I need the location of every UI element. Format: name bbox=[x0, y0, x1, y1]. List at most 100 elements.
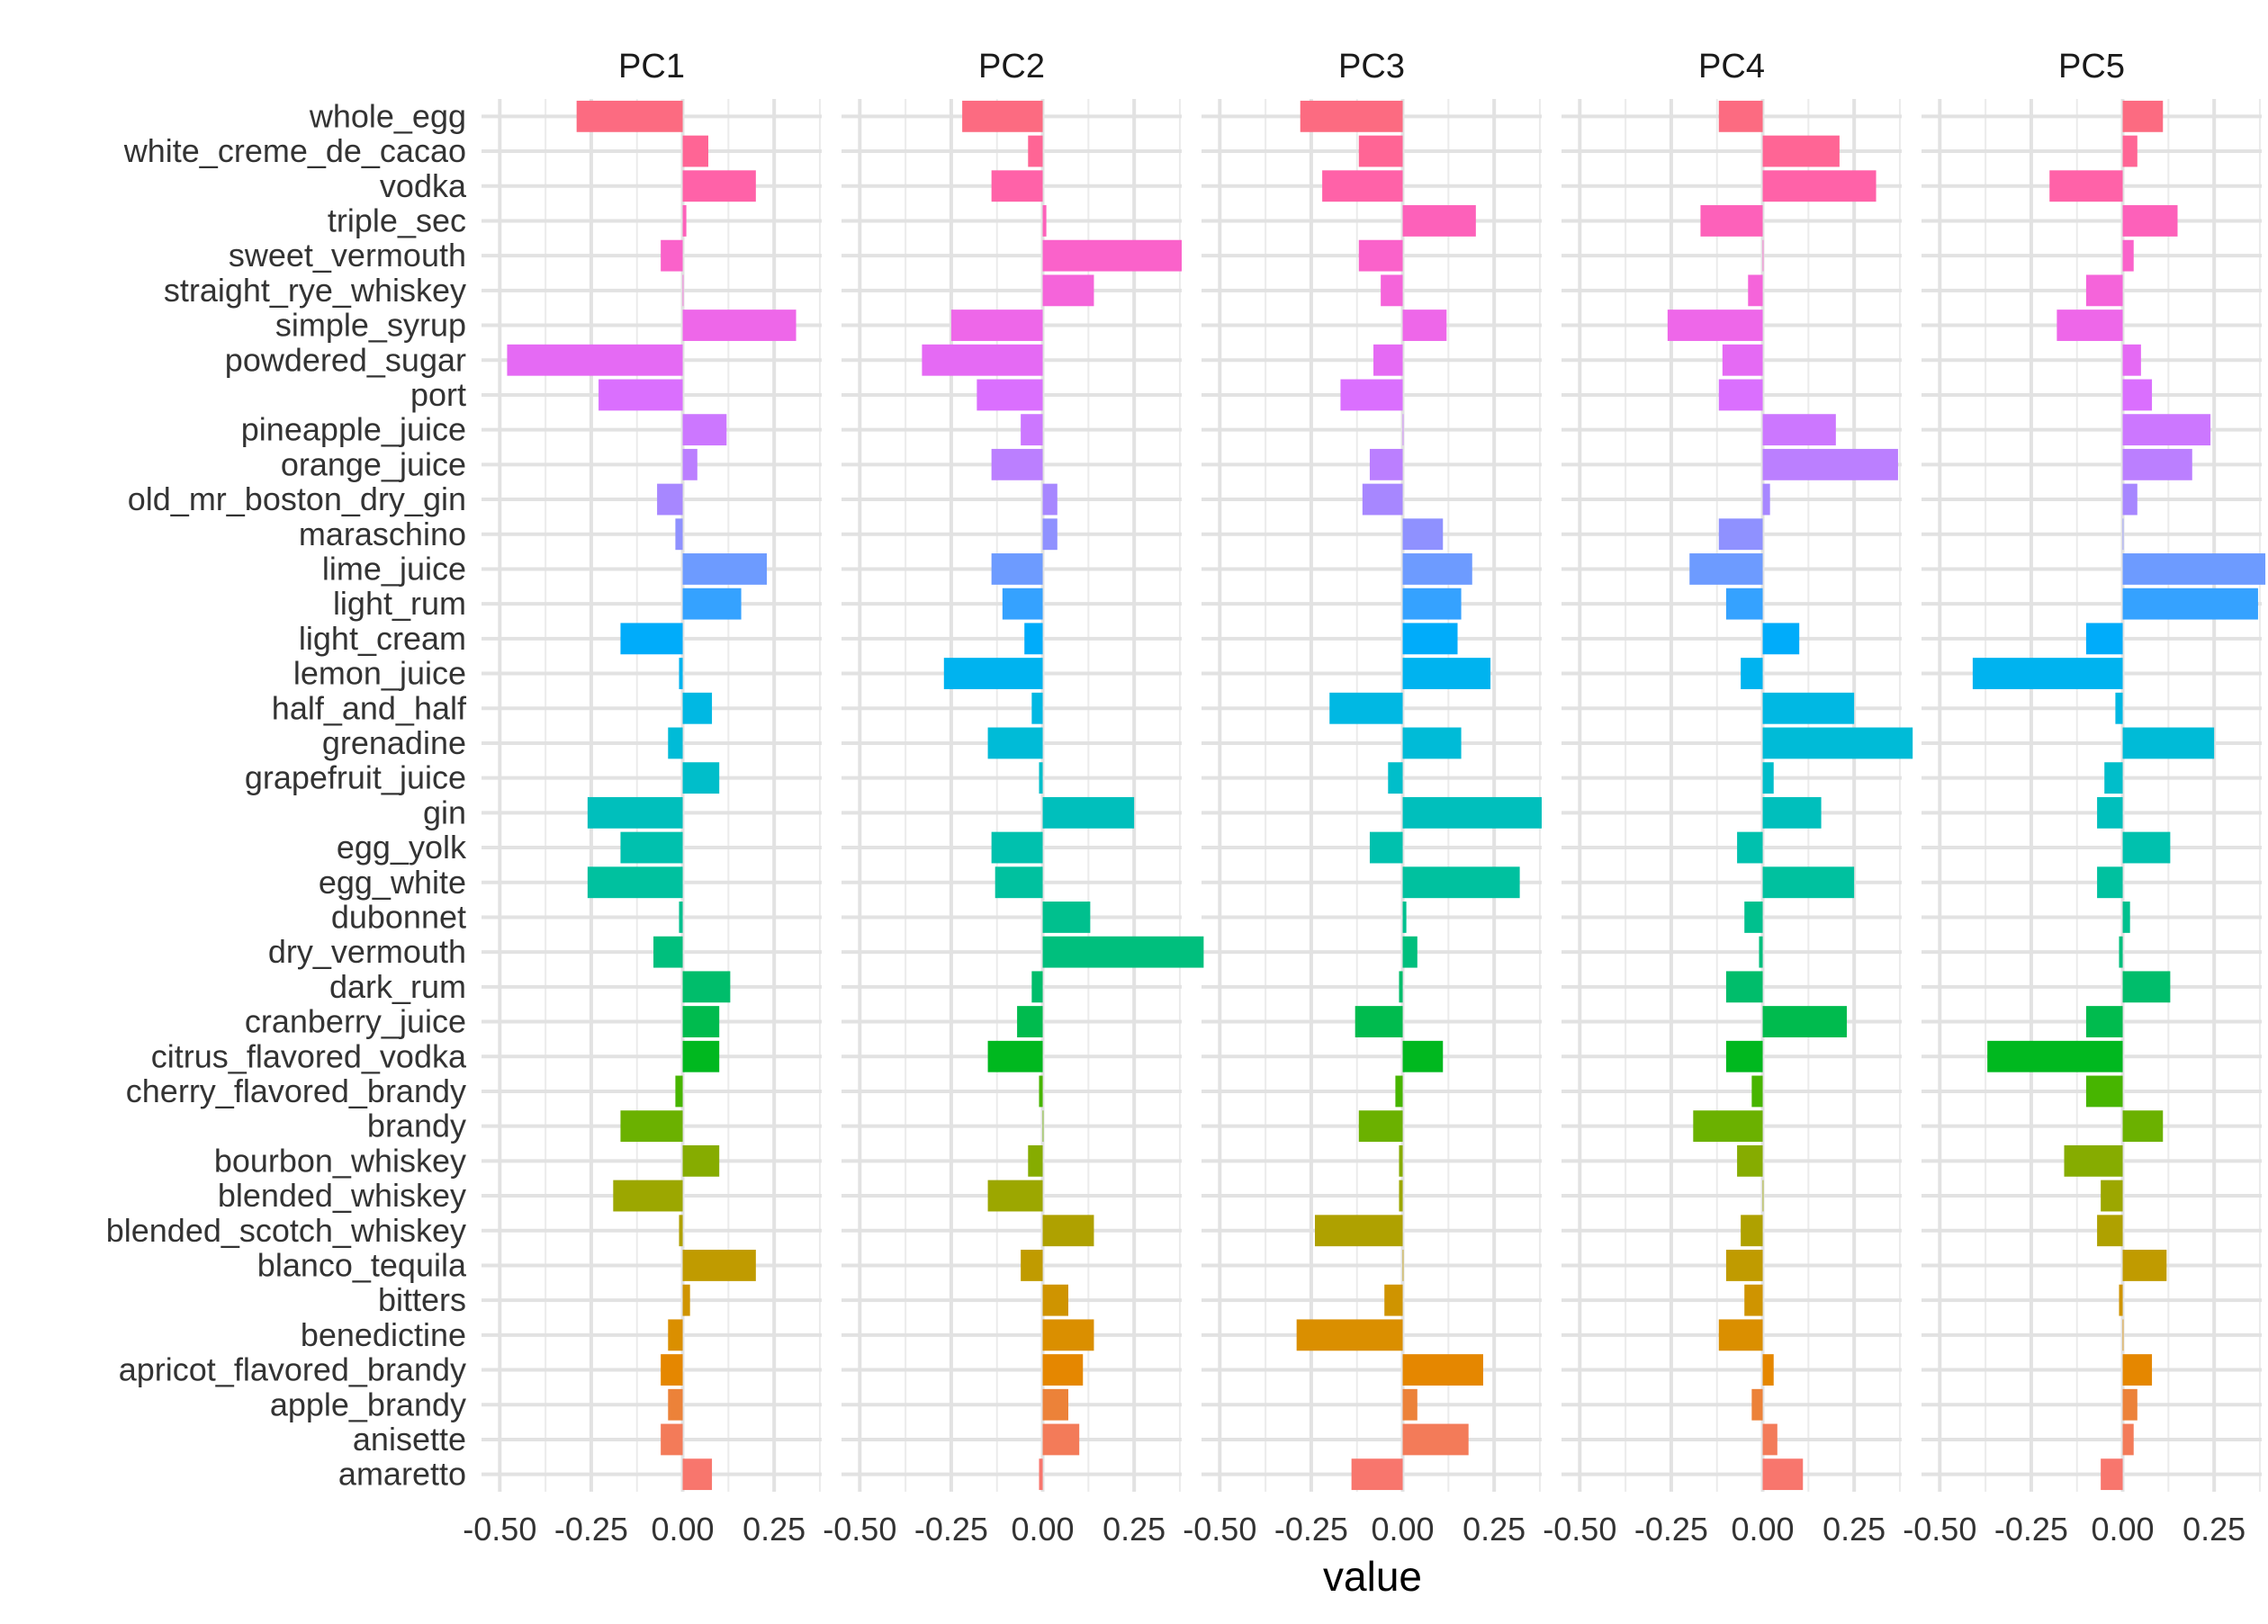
bar-pc5-vodka bbox=[2049, 170, 2123, 202]
bar-pc2-amaretto bbox=[1039, 1458, 1043, 1491]
bar-pc2-cranberry_juice bbox=[1017, 1006, 1043, 1037]
bar-pc4-blended_scotch_whiskey bbox=[1741, 1215, 1763, 1247]
bar-pc3-grapefruit_juice bbox=[1388, 762, 1403, 794]
bar-pc1-apple_brandy bbox=[668, 1388, 683, 1421]
bar-pc2-egg_yolk bbox=[991, 831, 1043, 864]
x-tick-label: 0.00 bbox=[1012, 1511, 1075, 1548]
bar-pc5-apricot_flavored_brandy bbox=[2122, 1354, 2153, 1386]
bar-layer bbox=[507, 100, 2266, 1491]
bar-pc3-apricot_flavored_brandy bbox=[1402, 1354, 1483, 1386]
bar-pc2-simple_syrup bbox=[950, 310, 1043, 341]
bar-pc2-lime_juice bbox=[991, 553, 1043, 585]
bar-pc1-grenadine bbox=[668, 727, 683, 759]
y-tick-label: maraschino bbox=[299, 516, 466, 552]
bar-pc4-bourbon_whiskey bbox=[1737, 1144, 1763, 1177]
bar-pc2-bourbon_whiskey bbox=[1028, 1144, 1043, 1177]
bar-pc5-light_rum bbox=[2122, 588, 2258, 620]
bar-pc5-gin bbox=[2097, 796, 2123, 829]
bar-pc2-white_creme_de_cacao bbox=[1028, 135, 1043, 167]
bar-pc5-lemon_juice bbox=[1972, 658, 2123, 689]
x-tick-label: 0.25 bbox=[742, 1511, 806, 1548]
bar-pc1-blended_scotch_whiskey bbox=[679, 1215, 683, 1247]
bar-pc2-grapefruit_juice bbox=[1039, 762, 1043, 794]
bar-pc4-whole_egg bbox=[1718, 100, 1763, 132]
facet-title-pc3: PC3 bbox=[1338, 48, 1405, 85]
bar-pc5-egg_yolk bbox=[2122, 831, 2171, 864]
bar-pc3-amaretto bbox=[1351, 1458, 1403, 1491]
bar-pc1-straight_rye_whiskey bbox=[682, 274, 684, 307]
y-tick-label: apricot_flavored_brandy bbox=[119, 1351, 466, 1388]
bar-pc5-orange_juice bbox=[2122, 448, 2192, 480]
bar-pc2-half_and_half bbox=[1031, 692, 1043, 724]
bar-pc1-amaretto bbox=[682, 1458, 713, 1491]
bar-pc2-port bbox=[976, 379, 1043, 411]
bar-pc4-apple_brandy bbox=[1751, 1388, 1763, 1421]
bar-pc3-straight_rye_whiskey bbox=[1381, 274, 1403, 307]
bar-pc3-blanco_tequila bbox=[1402, 1250, 1404, 1281]
bar-pc5-apple_brandy bbox=[2122, 1388, 2138, 1421]
bar-pc1-pineapple_juice bbox=[682, 414, 727, 446]
y-tick-label: pineapple_juice bbox=[241, 411, 466, 448]
bar-pc4-lime_juice bbox=[1689, 553, 1763, 585]
bar-pc5-maraschino bbox=[2122, 518, 2124, 551]
y-tick-label: old_mr_boston_dry_gin bbox=[128, 480, 466, 517]
bar-pc1-light_cream bbox=[620, 623, 683, 655]
bar-pc2-egg_white bbox=[994, 866, 1043, 899]
y-tick-label: dubonnet bbox=[331, 898, 466, 935]
bar-pc3-simple_syrup bbox=[1402, 310, 1447, 341]
bar-pc2-blanco_tequila bbox=[1021, 1250, 1043, 1281]
x-tick-label: -0.50 bbox=[463, 1511, 536, 1548]
y-tick-label: sweet_vermouth bbox=[229, 237, 466, 274]
bar-pc2-sweet_vermouth bbox=[1042, 239, 1182, 272]
bar-pc5-white_creme_de_cacao bbox=[2122, 135, 2138, 167]
y-tick-label: lime_juice bbox=[322, 550, 466, 587]
bar-pc5-simple_syrup bbox=[2056, 310, 2123, 341]
bar-pc1-blanco_tequila bbox=[682, 1250, 756, 1281]
bar-pc3-gin bbox=[1402, 796, 1542, 829]
bar-pc5-half_and_half bbox=[2115, 692, 2123, 724]
y-tick-label: white_creme_de_cacao bbox=[123, 132, 466, 169]
bar-pc4-grapefruit_juice bbox=[1762, 762, 1774, 794]
x-tick-label: 0.25 bbox=[2182, 1511, 2246, 1548]
bar-pc1-old_mr_boston_dry_gin bbox=[657, 483, 683, 516]
bar-pc3-pineapple_juice bbox=[1402, 414, 1404, 446]
bar-pc3-dubonnet bbox=[1402, 902, 1407, 933]
bar-pc2-citrus_flavored_vodka bbox=[987, 1040, 1043, 1072]
bar-pc5-whole_egg bbox=[2122, 100, 2164, 132]
y-tick-label: bourbon_whiskey bbox=[214, 1142, 466, 1179]
bar-pc3-egg_yolk bbox=[1369, 831, 1403, 864]
bar-pc4-simple_syrup bbox=[1667, 310, 1763, 341]
y-tick-label: cherry_flavored_brandy bbox=[126, 1072, 466, 1109]
bar-pc1-egg_yolk bbox=[620, 831, 683, 864]
bar-pc2-apple_brandy bbox=[1042, 1388, 1068, 1421]
bar-pc5-pineapple_juice bbox=[2122, 414, 2211, 446]
bar-pc5-dubonnet bbox=[2122, 902, 2130, 933]
bar-pc5-blanco_tequila bbox=[2122, 1250, 2167, 1281]
bar-pc4-dubonnet bbox=[1744, 902, 1763, 933]
y-tick-label: orange_juice bbox=[281, 445, 466, 482]
bar-pc1-sweet_vermouth bbox=[661, 239, 683, 272]
x-tick-label: -0.50 bbox=[823, 1511, 896, 1548]
bar-pc5-brandy bbox=[2122, 1110, 2164, 1143]
y-tick-label: straight_rye_whiskey bbox=[164, 272, 466, 309]
bar-pc2-orange_juice bbox=[991, 448, 1043, 480]
bar-pc2-blended_whiskey bbox=[987, 1180, 1043, 1212]
bar-pc5-bourbon_whiskey bbox=[2064, 1144, 2123, 1177]
bar-pc4-orange_juice bbox=[1762, 448, 1898, 480]
bar-pc3-vodka bbox=[1322, 170, 1403, 202]
bar-pc5-straight_rye_whiskey bbox=[2085, 274, 2123, 307]
bar-pc3-dark_rum bbox=[1399, 971, 1403, 1003]
bar-pc3-lime_juice bbox=[1402, 553, 1472, 585]
bar-pc4-port bbox=[1718, 379, 1763, 411]
bar-pc3-powdered_sugar bbox=[1373, 344, 1403, 376]
bar-pc2-vodka bbox=[991, 170, 1043, 202]
bar-pc5-sweet_vermouth bbox=[2122, 239, 2134, 272]
x-tick-label: 0.00 bbox=[652, 1511, 715, 1548]
bar-pc1-grapefruit_juice bbox=[682, 762, 720, 794]
bar-pc3-dry_vermouth bbox=[1402, 936, 1418, 968]
y-tick-label: light_cream bbox=[299, 620, 466, 657]
y-tick-label: apple_brandy bbox=[270, 1386, 466, 1422]
y-tick-label: brandy bbox=[367, 1108, 466, 1144]
